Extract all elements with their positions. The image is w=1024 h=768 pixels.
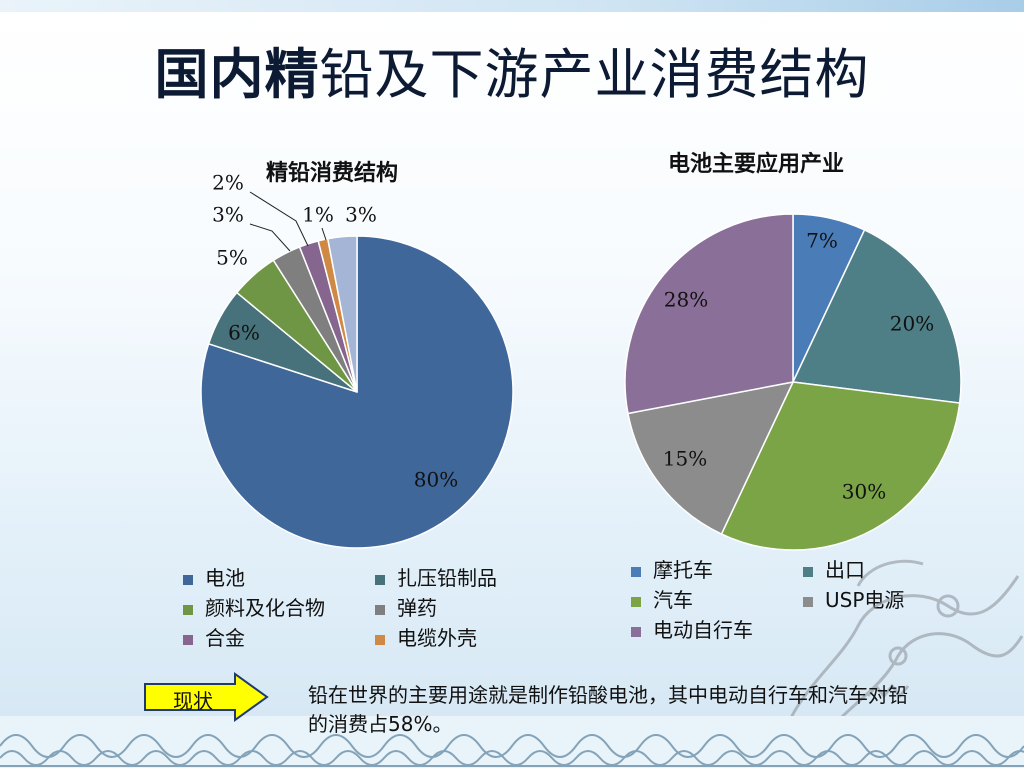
legend-swatch [375, 604, 385, 615]
chart1-leader-line [321, 227, 327, 241]
legend-swatch [183, 634, 193, 645]
chart1-data-label: 5% [216, 246, 248, 270]
chart2-title: 电池主要应用产业 [668, 152, 845, 177]
chart2-data-label: 7% [806, 229, 838, 253]
legend-label: 合金 [205, 626, 245, 650]
legend-label: 汽车 [653, 588, 693, 612]
legend-label: 颜料及化合物 [205, 596, 325, 620]
legend-label: 扎压铅制品 [397, 566, 497, 590]
chart1-data-label: 3% [345, 203, 377, 227]
chart1-data-label: 80% [414, 468, 458, 492]
arrow-callout-label: 现状 [173, 689, 213, 713]
chart2-slice [624, 213, 794, 415]
legend-swatch [803, 566, 813, 577]
wave-border-decoration [0, 716, 1024, 768]
legend-item: 出口 [803, 554, 865, 583]
legend-swatch [631, 596, 641, 607]
chart2-data-label: 30% [842, 480, 886, 504]
chart1-data-label: 1% [302, 203, 334, 227]
summary-note: 铅在世界的主要用途就是制作铅酸电池，其中电动自行车和汽车对铅的消费占58%。 [308, 683, 908, 736]
chart1-data-label: 6% [228, 321, 260, 345]
legend-label: 出口 [825, 558, 865, 582]
legend-swatch [631, 566, 641, 577]
chart1-leader-line [249, 191, 309, 247]
chart2-slice [627, 380, 795, 536]
legend-swatch [803, 596, 813, 607]
dragon-decoration [776, 559, 1024, 762]
chart1-data-label: 3% [212, 203, 244, 227]
chart2-data-label: 28% [664, 288, 708, 312]
legend-item: 颜料及化合物 [183, 592, 325, 621]
legend-swatch [183, 604, 193, 615]
chart2-data-label: 20% [890, 312, 934, 336]
chart2-slice [720, 381, 961, 551]
legend-item: 汽车 [631, 584, 693, 613]
legend-swatch [183, 574, 193, 585]
legend-label: 弹药 [397, 596, 437, 620]
legend-item: 摩托车 [631, 554, 713, 583]
chart2-slice [791, 228, 962, 404]
chart1-data-label: 2% [212, 171, 244, 195]
legend-item: 电缆外壳 [375, 622, 477, 651]
legend-item: 弹药 [375, 592, 437, 621]
legend-item: 电动自行车 [631, 614, 753, 643]
legend-item: 扎压铅制品 [375, 562, 497, 591]
chart1-leader-line [249, 223, 291, 252]
chart2-data-label: 15% [663, 447, 707, 471]
chart1-slice [326, 235, 358, 393]
chart1-title: 精铅消费结构 [266, 161, 399, 186]
legend-label: 摩托车 [653, 558, 713, 582]
legend-swatch [375, 574, 385, 585]
legend-item: 合金 [183, 622, 245, 651]
legend-label: 电动自行车 [653, 618, 753, 642]
arrow-callout [144, 672, 269, 722]
legend-swatch [631, 626, 641, 637]
legend-label: 电缆外壳 [397, 626, 477, 650]
legend-label: 电池 [205, 566, 245, 590]
legend-item: 电池 [183, 562, 245, 591]
title-bold-part: 国内精 [154, 43, 320, 106]
slide-title: 国内精铅及下游产业消费结构 [0, 30, 1024, 109]
top-banner [0, 0, 1024, 12]
legend-swatch [375, 634, 385, 645]
title-rest-part: 铅及下游产业消费结构 [319, 43, 870, 106]
